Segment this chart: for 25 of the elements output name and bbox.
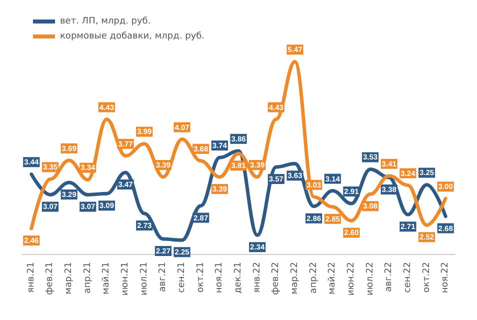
x-tick-label: окт.22 <box>422 262 432 292</box>
x-tick-label: апр.22 <box>308 262 319 294</box>
x-tick-label: июн.21 <box>120 262 131 296</box>
x-tick-label: мар.22 <box>290 262 300 294</box>
x-tick-label: окт.21 <box>196 262 206 292</box>
x-tick-label: янв.22 <box>252 262 262 293</box>
x-tick-label: мар.21 <box>64 262 74 294</box>
x-tick-label: дек.21 <box>234 262 244 294</box>
x-tick-label: сен.22 <box>402 262 413 293</box>
x-tick-label: май.21 <box>102 262 112 294</box>
x-tick-label: сен.21 <box>177 262 188 293</box>
x-tick-label: июл.22 <box>365 262 376 296</box>
x-tick-label: авг.21 <box>158 262 168 292</box>
x-tick-label: апр.21 <box>82 262 93 294</box>
x-tick-label: ноя.21 <box>214 262 225 294</box>
x-tick-label: июл.21 <box>139 262 150 296</box>
x-tick-label: фев.21 <box>45 262 56 295</box>
legend-label: кормовые добавки, млрд. руб. <box>60 32 205 42</box>
x-tick-label: авг.22 <box>384 262 394 292</box>
x-tick-label: янв.21 <box>26 262 36 293</box>
x-tick-label: ноя.22 <box>440 262 451 294</box>
legend-label: вет. ЛП, млрд. руб. <box>60 16 151 26</box>
x-tick-label: июн.22 <box>346 262 356 296</box>
x-tick-label: май.22 <box>328 262 338 294</box>
x-tick-label: фев.22 <box>271 262 282 295</box>
